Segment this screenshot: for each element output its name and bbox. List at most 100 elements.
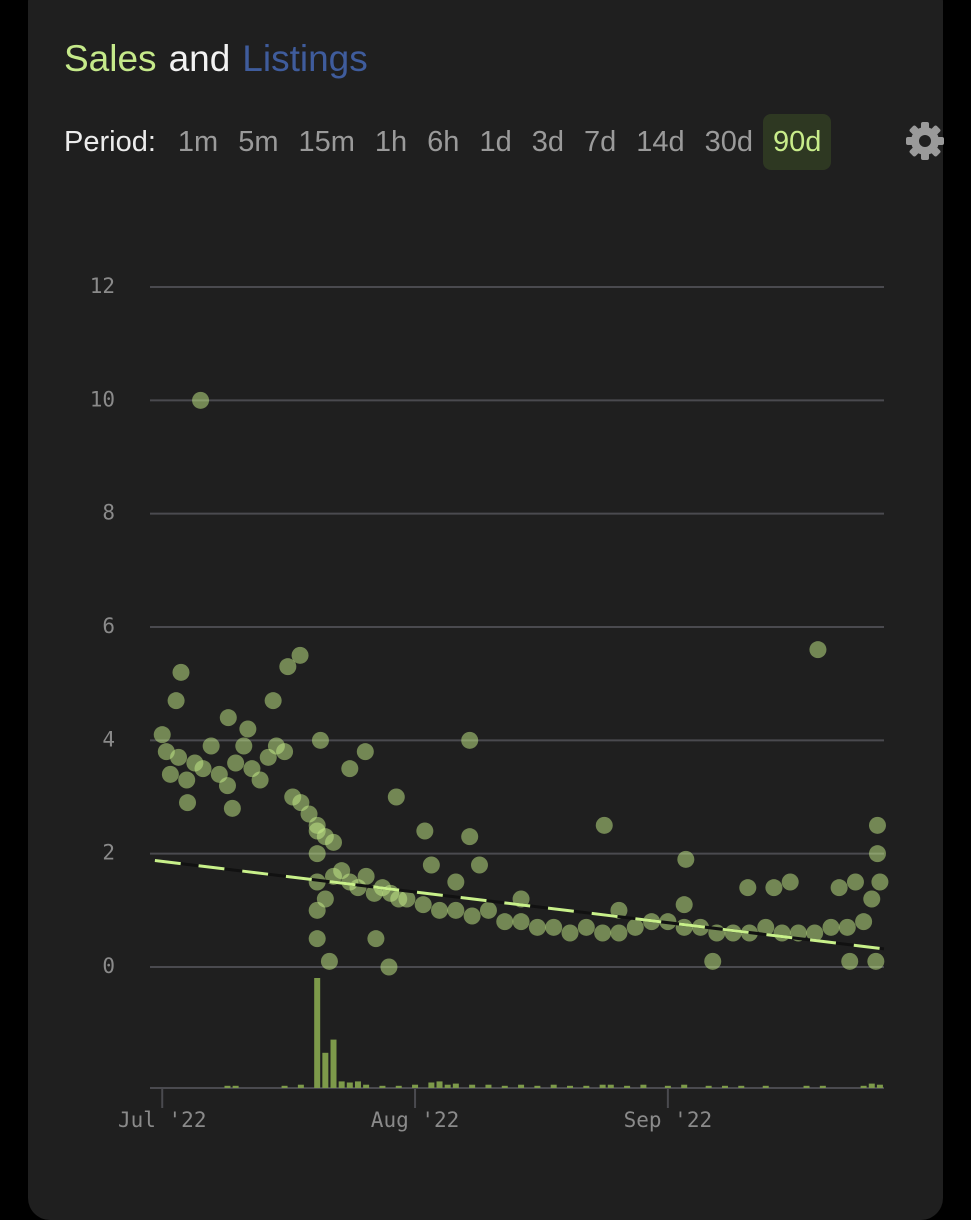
volume-bar [583, 1085, 590, 1088]
volume-bar [297, 1084, 304, 1088]
volume-bar [501, 1085, 508, 1088]
sale-point [161, 765, 179, 783]
period-option[interactable]: 14d [636, 126, 685, 158]
sale-point [461, 731, 479, 749]
sale-point [867, 952, 885, 970]
sale-point [223, 799, 241, 817]
sale-point [172, 663, 190, 681]
volume-bar [860, 1085, 867, 1088]
volume-bar [518, 1084, 525, 1088]
sale-point [528, 918, 546, 936]
sale-point [561, 924, 579, 942]
volume-bar [803, 1085, 810, 1088]
period-option[interactable]: 3d [531, 126, 564, 158]
period-option[interactable]: 15m [298, 126, 355, 158]
sale-point [194, 760, 212, 778]
settings-gear[interactable] [906, 122, 944, 160]
sale-point [416, 822, 434, 840]
sale-point [356, 743, 374, 761]
sale-point [757, 918, 775, 936]
sale-point [387, 788, 405, 806]
volume-bar [412, 1084, 419, 1088]
sale-point [512, 913, 530, 931]
period-bar: Period: 1m 5m 15m 1h 6h 1d 3d 7d 14d 30d 90d [64, 114, 832, 170]
y-tick-label: 10 [90, 387, 115, 411]
sale-point [846, 873, 864, 891]
volume-bar [363, 1084, 370, 1088]
period-option[interactable]: 6h [427, 126, 460, 158]
period-option[interactable]: 5m [238, 126, 279, 158]
sale-point [610, 924, 628, 942]
sale-point [461, 828, 479, 846]
sale-point [192, 391, 210, 409]
title-and: and [168, 38, 231, 79]
volume-bar [281, 1085, 288, 1088]
volume-bar [819, 1085, 826, 1088]
sale-point [595, 816, 613, 834]
volume-bar [607, 1084, 614, 1088]
sale-point [202, 737, 220, 755]
volume-bar [330, 1039, 337, 1088]
sale-point [781, 873, 799, 891]
volume-bar [395, 1085, 402, 1088]
volume-bar [681, 1084, 688, 1088]
sale-point [610, 901, 628, 919]
volume-bar [224, 1085, 231, 1088]
volume-bar [534, 1085, 541, 1088]
volume-bar [322, 1052, 329, 1088]
title-sales: Sales [64, 38, 157, 79]
y-tick-label: 12 [90, 274, 115, 298]
sale-point [822, 918, 840, 936]
volume-bar [721, 1085, 728, 1088]
sale-point [830, 879, 848, 897]
trend-line [154, 858, 885, 951]
y-tick-label: 0 [102, 954, 115, 978]
sale-point [677, 850, 695, 868]
x-tick-label: Aug '22 [371, 1108, 460, 1132]
period-option[interactable]: 30d [704, 126, 754, 158]
sale-point [496, 913, 514, 931]
sale-point [367, 930, 385, 948]
card [28, 0, 943, 1220]
sale-point [422, 856, 440, 874]
volume-bar [550, 1084, 557, 1088]
sale-point [316, 890, 334, 908]
sale-point [219, 709, 237, 727]
period-option[interactable]: 1m [177, 126, 219, 158]
sale-point [218, 777, 236, 795]
volume-bar [664, 1085, 671, 1088]
x-tick-label: Jul '22 [118, 1108, 207, 1132]
volume-bar [762, 1085, 769, 1088]
sale-point [739, 879, 757, 897]
period-option[interactable]: 1d [479, 126, 512, 158]
sale-point [325, 833, 342, 851]
period-option[interactable]: 7d [583, 126, 617, 158]
sale-point [341, 760, 359, 778]
sale-point [675, 918, 693, 936]
period-label: Period: [64, 125, 156, 158]
x-tick-label: Sep '22 [624, 1108, 713, 1132]
sale-point [838, 918, 856, 936]
sale-point [626, 918, 644, 936]
sale-point [806, 924, 824, 942]
volume-bar [469, 1084, 476, 1088]
sale-point [675, 896, 693, 914]
y-tick-label: 4 [102, 727, 115, 751]
sale-point [179, 794, 197, 812]
sale-point [380, 958, 398, 976]
volume-bar [705, 1085, 712, 1088]
sale-point [170, 748, 188, 766]
period-option[interactable]: 90d [763, 114, 832, 170]
sale-point [276, 743, 294, 761]
y-tick-label: 8 [102, 501, 115, 525]
volume-bar [338, 1081, 345, 1088]
sale-point [279, 658, 297, 676]
period-option[interactable]: 1h [374, 126, 408, 158]
volume-bar [346, 1082, 353, 1088]
sale-point [855, 913, 873, 931]
volume-bar [624, 1085, 631, 1088]
sale-point [470, 856, 488, 874]
sale-point [447, 901, 465, 919]
